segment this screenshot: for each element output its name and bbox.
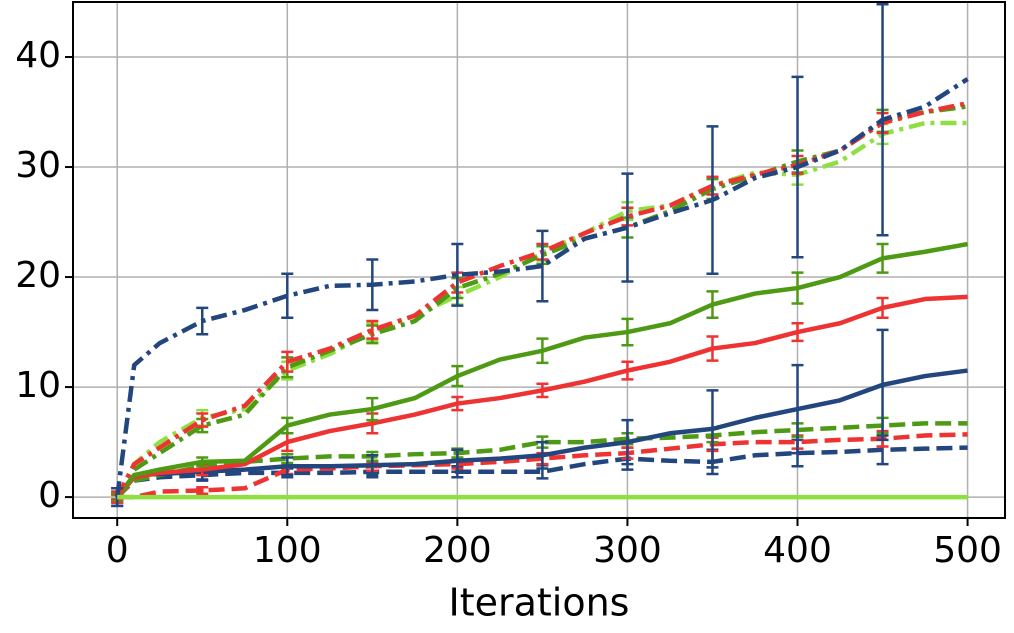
error-bar <box>791 271 804 305</box>
error-bar <box>706 335 719 362</box>
y-tick-label: 40 <box>15 35 61 76</box>
error-bar <box>876 328 889 442</box>
error-bar <box>281 456 294 477</box>
y-tick-label: 0 <box>38 475 61 516</box>
x-tick-label: 500 <box>933 530 1002 571</box>
series-line <box>115 101 969 499</box>
error-bar <box>536 229 549 303</box>
x-tick-label: 0 <box>106 530 129 571</box>
error-bar <box>536 382 549 399</box>
x-axis-label: Iterations <box>449 581 630 625</box>
error-bar <box>536 440 549 470</box>
series-line <box>114 77 969 498</box>
error-bar <box>196 306 209 336</box>
y-tick-label: 10 <box>15 365 61 406</box>
series-line <box>115 104 968 499</box>
error-bar <box>876 2 889 237</box>
error-bar <box>366 258 379 312</box>
error-bar <box>791 322 804 343</box>
error-bar <box>196 485 209 496</box>
error-bar <box>791 363 804 455</box>
plot-area <box>111 2 969 508</box>
x-tick-label: 300 <box>593 530 662 571</box>
plot-frame <box>72 1 1006 519</box>
error-bar <box>451 242 464 307</box>
y-tick-label: 30 <box>15 145 61 186</box>
series-line <box>115 294 968 499</box>
error-bar <box>876 296 889 320</box>
x-tick-label: 400 <box>763 530 832 571</box>
error-bar <box>536 337 549 365</box>
error-bar <box>366 396 379 422</box>
error-bar <box>706 125 719 276</box>
error-bar <box>366 454 379 477</box>
error-bar <box>196 456 209 468</box>
error-bar <box>196 412 209 428</box>
series-line <box>115 241 968 499</box>
error-bar <box>706 290 719 320</box>
error-bar <box>281 272 294 320</box>
error-bar <box>876 242 889 274</box>
error-bar <box>621 172 634 283</box>
series-line <box>115 368 968 499</box>
series-line <box>117 432 968 500</box>
error-bar <box>621 360 634 381</box>
error-bar <box>451 364 464 388</box>
error-bar <box>281 350 294 373</box>
y-tick-label: 20 <box>15 255 61 296</box>
error-bar <box>621 317 634 347</box>
error-bar <box>281 416 294 435</box>
error-bar <box>791 75 804 259</box>
error-bar <box>366 319 379 340</box>
error-bar <box>706 389 719 469</box>
error-bar <box>451 448 464 474</box>
error-bar <box>451 395 464 412</box>
x-tick-label: 100 <box>253 530 322 571</box>
error-bar <box>621 418 634 466</box>
x-tick-label: 200 <box>423 530 492 571</box>
